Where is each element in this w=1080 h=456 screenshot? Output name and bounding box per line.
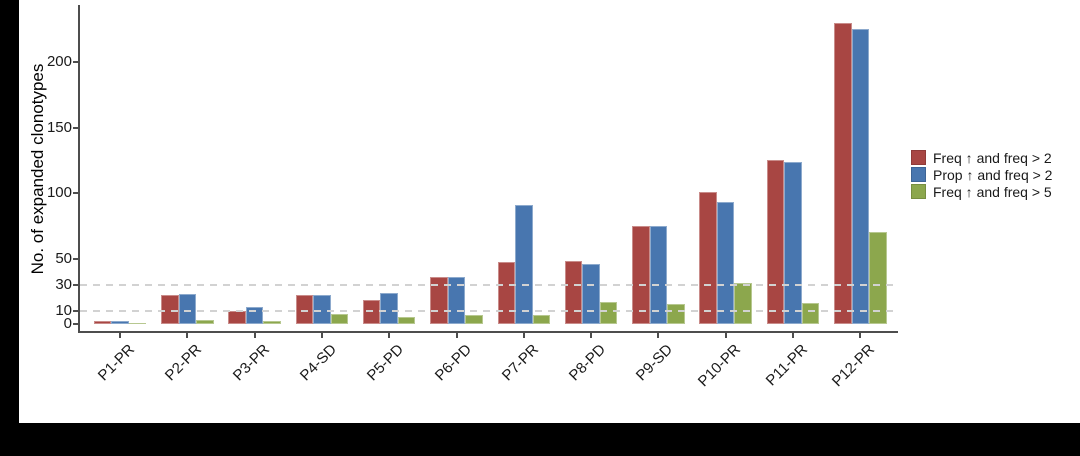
x-tick-P7-PR [522,333,525,338]
bar-P3-PR-s0 [228,310,246,324]
y-tick-30 [73,283,78,286]
bar-P4-SD-s2 [330,313,349,324]
bar-P9-SD-s2 [667,304,685,324]
bar-P2-PR-s0 [161,295,179,324]
bar-P2-PR-s1 [178,293,197,324]
legend-label: Prop ↑ and freq > 2 [933,166,1053,183]
bar-P7-PR-s1 [515,204,533,324]
x-tick-P9-SD [657,333,660,338]
y-tick-150 [73,126,78,129]
legend-label: Freq ↑ and freq > 5 [933,183,1052,200]
x-tick-P2-PR [186,333,189,338]
x-axis-line [78,331,898,333]
y-tick-label-100: 100 [46,184,72,201]
bar-P1-PR-s2 [128,322,147,324]
legend-item: Freq ↑ and freq > 5 [911,183,1052,200]
bar-P3-PR-s2 [263,321,281,324]
bar-P10-PR-s0 [699,191,717,324]
bar-P4-SD-s1 [313,295,331,324]
x-tick-P3-PR [253,333,256,338]
y-tick-label-30: 30 [55,275,72,293]
bar-P5-PD-s1 [380,292,398,324]
bar-P4-SD-s0 [295,295,314,324]
bar-P10-PR-s2 [734,283,752,324]
bar-P8-PD-s2 [599,301,618,324]
y-tick-label-200: 200 [46,53,72,70]
y-tick-label-0: 0 [63,315,72,332]
bar-P1-PR-s1 [111,321,129,324]
y-axis-title: No. of expanded clonotypes [28,63,47,275]
chart-canvas [19,0,1080,423]
y-tick-label-10: 10 [55,301,72,319]
bar-P8-PD-s1 [582,263,600,324]
y-tick-100 [73,192,78,194]
dashed-gridline-10 [80,309,897,312]
y-tick-label-150: 150 [46,118,72,136]
x-tick-P8-PD [590,333,593,338]
x-tick-P4-SD [320,333,323,338]
y-tick-0 [73,323,78,325]
dashed-gridline-30 [80,283,897,286]
bar-P6-PD-s0 [430,276,448,324]
legend-item: Prop ↑ and freq > 2 [911,166,1052,183]
x-tick-P5-PD [388,333,391,338]
x-tick-P11-PR [792,333,794,338]
legend-swatch-blue [911,167,926,182]
bar-P5-PD-s2 [397,317,416,324]
bar-P12-PR-s1 [851,29,870,324]
bar-P7-PR-s0 [497,262,516,324]
bar-P9-SD-s1 [649,225,668,324]
bar-P12-PR-s0 [834,22,852,324]
bar-P7-PR-s2 [532,314,551,324]
bar-P1-PR-s0 [93,321,112,324]
x-tick-P1-PR [119,333,121,338]
bar-P2-PR-s2 [196,320,214,324]
legend-item: Freq ↑ and freq > 2 [911,149,1052,166]
bar-P12-PR-s2 [869,232,887,324]
y-tick-label-50: 50 [55,249,72,267]
bar-P9-SD-s0 [632,225,650,324]
bar-P5-PD-s0 [362,300,381,324]
legend: Freq ↑ and freq > 2 Prop ↑ and freq > 2 … [911,149,1052,200]
x-tick-P12-PR [859,333,862,338]
bar-P6-PD-s1 [447,276,466,324]
legend-swatch-green [911,184,926,199]
bar-P11-PR-s1 [784,161,802,324]
x-tick-P6-PD [455,333,458,338]
x-tick-P10-PR [724,333,727,338]
bar-P8-PD-s0 [564,261,583,324]
y-tick-10 [73,309,78,312]
legend-swatch-red [911,150,926,165]
bar-P11-PR-s2 [801,303,820,324]
y-axis-line [78,5,80,333]
bar-P6-PD-s2 [465,314,483,324]
legend-label: Freq ↑ and freq > 2 [933,149,1052,166]
bar-P11-PR-s0 [766,160,785,324]
y-tick-50 [73,257,78,260]
bar-P10-PR-s1 [716,202,735,324]
y-tick-200 [73,61,78,63]
